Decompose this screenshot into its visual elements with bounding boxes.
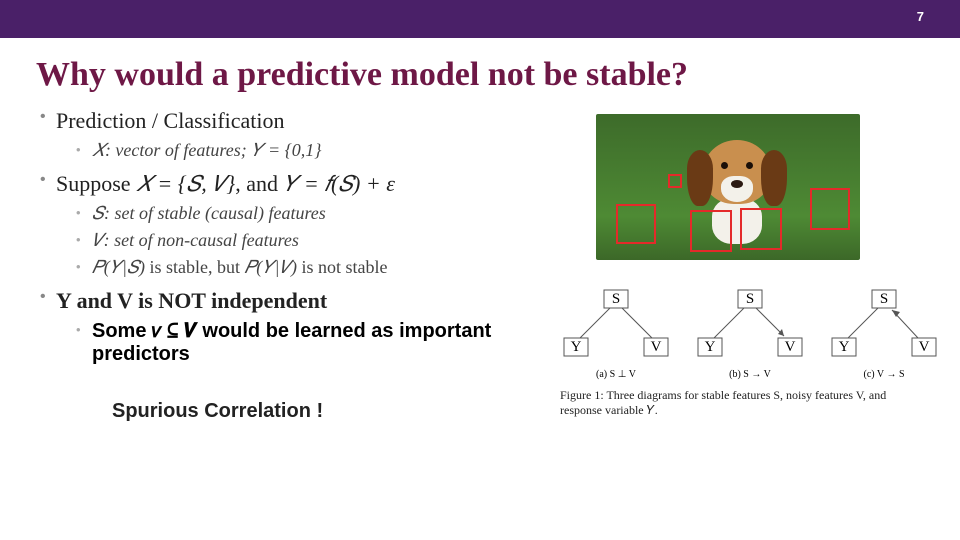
annotation-box bbox=[690, 210, 732, 252]
annotation-box bbox=[668, 174, 682, 188]
figure-caption: Figure 1: Three diagrams for stable feat… bbox=[556, 388, 926, 418]
bullet-yv-not-indep: Y and V is NOT independent Some 𝑣 ⊆ 𝑽 wo… bbox=[42, 288, 556, 366]
node-s-label: S bbox=[612, 291, 620, 307]
suppose-b: 𝑋 = {𝑆, 𝑉} bbox=[136, 171, 235, 196]
page-number: 7 bbox=[917, 9, 924, 24]
svg-text:V: V bbox=[919, 339, 930, 355]
diagram-b: S Y V (b) S → V bbox=[694, 286, 806, 380]
pys-c: 𝑃(𝑌|𝑉) bbox=[244, 257, 297, 277]
annotation-box bbox=[740, 208, 782, 250]
diagram-b-caption: (b) S → V bbox=[694, 369, 806, 380]
svg-text:Y: Y bbox=[839, 339, 850, 355]
pys-b: is stable, but bbox=[145, 257, 245, 277]
sub-bullet-some-v: Some 𝑣 ⊆ 𝑽 would be learned as important… bbox=[78, 320, 556, 366]
dog-image bbox=[596, 114, 860, 260]
node-v-label: V bbox=[651, 339, 662, 355]
bullet-prediction: Prediction / Classification 𝑋: vector of… bbox=[42, 108, 556, 161]
some-a: Some bbox=[92, 320, 152, 342]
annotation-box bbox=[616, 204, 656, 244]
diagram-c-caption: (c) V → S bbox=[828, 369, 940, 380]
some-b: 𝑣 ⊆ 𝑽 would be learned as important pred… bbox=[92, 320, 491, 365]
pys-d: is not stable bbox=[297, 257, 388, 277]
svg-text:S: S bbox=[880, 291, 888, 307]
spurious-correlation-label: Spurious Correlation ! bbox=[112, 400, 556, 423]
svg-text:Y: Y bbox=[705, 339, 716, 355]
diagram-c: S Y V (c) V → S bbox=[828, 286, 940, 380]
bullet-text: Prediction / Classification bbox=[56, 108, 285, 133]
pys-a: 𝑃(𝑌|𝑆) bbox=[92, 257, 145, 277]
bullet-suppose: Suppose 𝑋 = {𝑆, 𝑉}, and 𝑌 = 𝑓(𝑆) + ε 𝑆: … bbox=[42, 171, 556, 278]
diagrams-row: S Y V (a) S ⊥ V S Y V bbox=[556, 286, 940, 380]
sub-bullet-s: 𝑆: set of stable (causal) features bbox=[78, 203, 556, 224]
left-column: Prediction / Classification 𝑋: vector of… bbox=[42, 108, 556, 423]
sub-s: 𝑆: set of stable (causal) features bbox=[92, 203, 326, 223]
sub-bullet-pys: 𝑃(𝑌|𝑆) is stable, but 𝑃(𝑌|𝑉) is not stab… bbox=[78, 257, 556, 278]
suppose-d: 𝑌 = 𝑓(𝑆) + ε bbox=[283, 171, 394, 196]
sub-text-a: 𝑋: vector of features; bbox=[92, 140, 251, 160]
sub-bullet-v: 𝑉: set of non-causal features bbox=[78, 230, 556, 251]
svg-text:V: V bbox=[785, 339, 796, 355]
svg-text:S: S bbox=[746, 291, 754, 307]
annotation-box bbox=[810, 188, 850, 230]
sub-text-b: 𝑌 = {0,1} bbox=[251, 140, 321, 160]
sub-bullet-xy: 𝑋: vector of features; 𝑌 = {0,1} bbox=[78, 140, 556, 161]
right-column: S Y V (a) S ⊥ V S Y V bbox=[556, 108, 940, 423]
diagram-a: S Y V (a) S ⊥ V bbox=[560, 286, 672, 380]
yv-text: Y and V is NOT independent bbox=[56, 288, 327, 313]
sub-v: 𝑉: set of non-causal features bbox=[92, 230, 299, 250]
diagram-a-caption: (a) S ⊥ V bbox=[560, 369, 672, 380]
node-y-label: Y bbox=[571, 339, 582, 355]
slide-title: Why would a predictive model not be stab… bbox=[36, 56, 960, 94]
suppose-c: , and bbox=[235, 171, 283, 196]
content-area: Prediction / Classification 𝑋: vector of… bbox=[0, 108, 960, 423]
suppose-a: Suppose bbox=[56, 171, 136, 196]
header-bar: 7 bbox=[0, 0, 960, 38]
